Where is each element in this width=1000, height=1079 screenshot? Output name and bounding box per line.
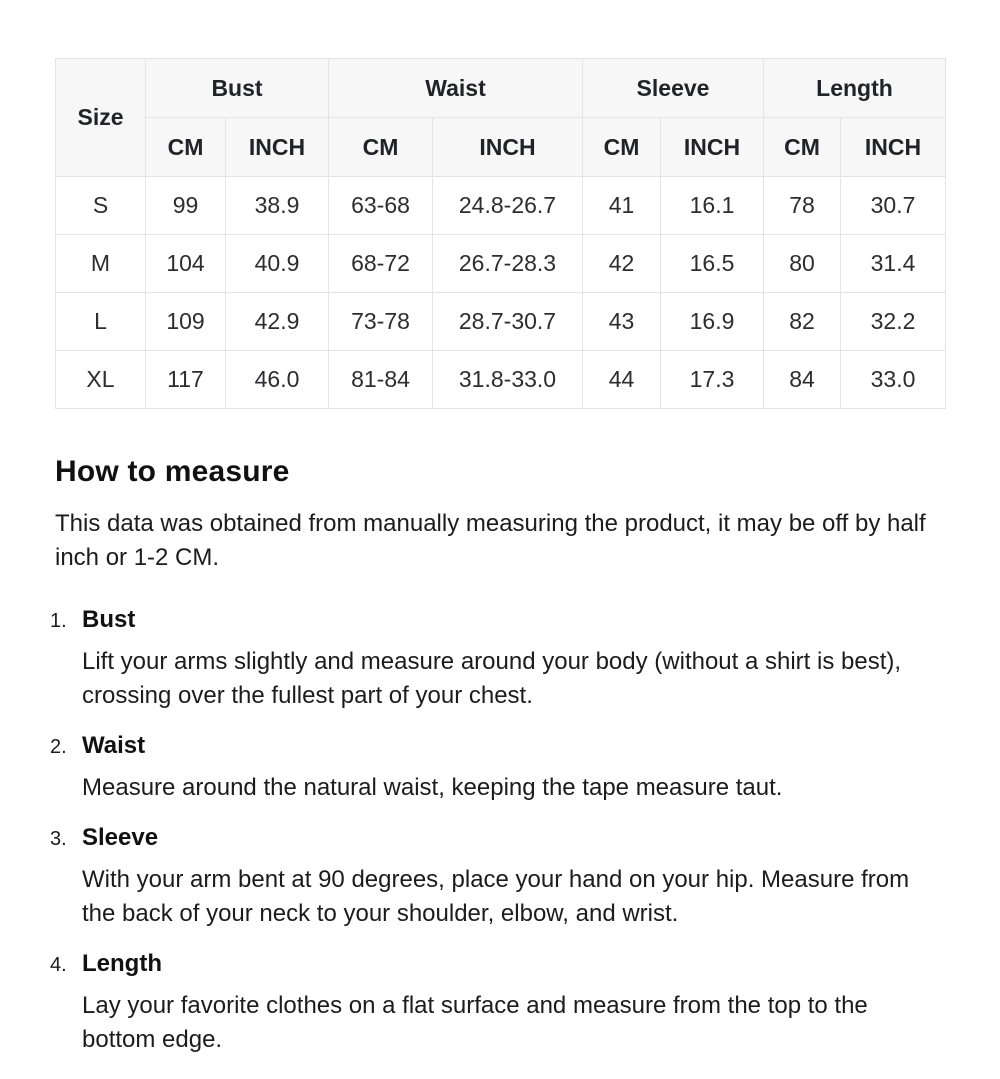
- value-cell: 32.2: [840, 292, 946, 351]
- size-cell: S: [55, 176, 146, 235]
- header-group-row: Size Bust Waist Sleeve Length: [55, 58, 946, 177]
- value-cell: 68-72: [328, 234, 433, 293]
- value-cell: 43: [582, 292, 661, 351]
- unit-header-sleeve-cm: CM: [582, 117, 661, 177]
- unit-header-length-inch: INCH: [840, 117, 946, 177]
- list-item-sleeve: 3. Sleeve With your arm bent at 90 degre…: [50, 824, 945, 931]
- step-number: 4.: [50, 954, 67, 976]
- step-head: 4. Length: [50, 950, 945, 978]
- value-cell: 78: [763, 176, 841, 235]
- how-to-measure-intro: This data was obtained from manually mea…: [55, 510, 926, 571]
- table-row-size-s: S 99 38.9 63-68 24.8-26.7 41 16.1 78 30.…: [55, 176, 946, 235]
- column-header-sleeve: Sleeve: [582, 58, 764, 118]
- step-term: Waist: [82, 732, 146, 759]
- step-head: 3. Sleeve: [50, 824, 945, 852]
- list-item-bust: 1. Bust Lift your arms slightly and meas…: [50, 606, 945, 713]
- unit-header-bust-inch: INCH: [225, 117, 329, 177]
- list-item-length: 4. Length Lay your favorite clothes on a…: [50, 950, 945, 1057]
- column-header-bust: Bust: [145, 58, 329, 118]
- table-row-size-m: M 104 40.9 68-72 26.7-28.3 42 16.5 80 31…: [55, 234, 946, 293]
- measure-steps-list: 1. Bust Lift your arms slightly and meas…: [50, 606, 945, 1057]
- step-number: 1.: [50, 610, 67, 632]
- unit-header-waist-inch: INCH: [432, 117, 583, 177]
- column-header-size: Size: [55, 58, 146, 177]
- value-cell: 16.1: [660, 176, 764, 235]
- step-description: Lay your favorite clothes on a flat surf…: [82, 992, 868, 1053]
- step-head: 2. Waist: [50, 732, 945, 760]
- list-item-waist: 2. Waist Measure around the natural wais…: [50, 732, 945, 805]
- value-cell: 40.9: [225, 234, 329, 293]
- value-cell: 82: [763, 292, 841, 351]
- value-cell: 16.5: [660, 234, 764, 293]
- column-header-waist: Waist: [328, 58, 583, 118]
- step-description: Lift your arms slightly and measure arou…: [82, 648, 902, 709]
- size-cell: L: [55, 292, 146, 351]
- step-term: Bust: [82, 606, 136, 633]
- size-chart-header: Size Bust Waist Sleeve Length CM INCH CM…: [55, 58, 946, 177]
- value-cell: 44: [582, 350, 661, 409]
- step-term: Length: [82, 950, 162, 977]
- value-cell: 109: [145, 292, 226, 351]
- value-cell: 26.7-28.3: [432, 234, 583, 293]
- value-cell: 33.0: [840, 350, 946, 409]
- value-cell: 31.4: [840, 234, 946, 293]
- value-cell: 117: [145, 350, 226, 409]
- table-row-size-l: L 109 42.9 73-78 28.7-30.7 43 16.9 82 32…: [55, 292, 946, 351]
- value-cell: 24.8-26.7: [432, 176, 583, 235]
- step-head: 1. Bust: [50, 606, 945, 634]
- value-cell: 17.3: [660, 350, 764, 409]
- value-cell: 30.7: [840, 176, 946, 235]
- value-cell: 41: [582, 176, 661, 235]
- size-chart-table: Size Bust Waist Sleeve Length CM INCH CM…: [55, 58, 946, 409]
- table-row-size-xl: XL 117 46.0 81-84 31.8-33.0 44 17.3 84 3…: [55, 350, 946, 409]
- value-cell: 80: [763, 234, 841, 293]
- value-cell: 16.9: [660, 292, 764, 351]
- value-cell: 81-84: [328, 350, 433, 409]
- value-cell: 31.8-33.0: [432, 350, 583, 409]
- value-cell: 38.9: [225, 176, 329, 235]
- value-cell: 63-68: [328, 176, 433, 235]
- step-number: 2.: [50, 736, 67, 758]
- value-cell: 42.9: [225, 292, 329, 351]
- size-cell: XL: [55, 350, 146, 409]
- header-unit-row: CM INCH CM INCH CM INCH CM INCH: [56, 117, 946, 177]
- value-cell: 46.0: [225, 350, 329, 409]
- value-cell: 84: [763, 350, 841, 409]
- value-cell: 28.7-30.7: [432, 292, 583, 351]
- value-cell: 42: [582, 234, 661, 293]
- value-cell: 99: [145, 176, 226, 235]
- how-to-measure-title: How to measure: [55, 455, 290, 488]
- unit-header-sleeve-inch: INCH: [660, 117, 764, 177]
- step-term: Sleeve: [82, 824, 159, 851]
- unit-header-length-cm: CM: [763, 117, 841, 177]
- column-header-length: Length: [763, 58, 946, 118]
- step-description: Measure around the natural waist, keepin…: [82, 774, 783, 801]
- value-cell: 104: [145, 234, 226, 293]
- value-cell: 73-78: [328, 292, 433, 351]
- unit-header-bust-cm: CM: [145, 117, 226, 177]
- size-cell: M: [55, 234, 146, 293]
- step-number: 3.: [50, 828, 67, 850]
- step-description: With your arm bent at 90 degrees, place …: [82, 866, 910, 927]
- unit-header-waist-cm: CM: [328, 117, 433, 177]
